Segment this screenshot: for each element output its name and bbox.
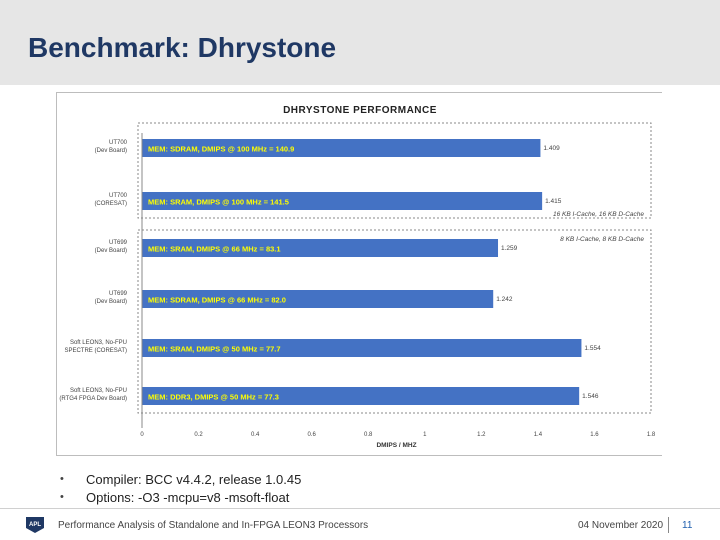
x-tick-label: 1 [423,432,427,438]
cache-note: 8 KB I-Cache, 8 KB D-Cache [560,236,644,243]
bullet-item: • Options: -O3 -mcpu=v8 -msoft-float [60,488,301,506]
cache-note: 16 KB I-Cache, 16 KB D-Cache [553,211,644,218]
bar [142,290,494,308]
group-box-ut700 [137,122,652,219]
value-label: 1.409 [543,145,560,152]
chart-frame: DHRYSTONE PERFORMANCE MEM: SDRAM, DMIPS @… [56,92,662,456]
footer-date: 04 November 2020 [578,520,664,531]
bar-label: MEM: DDR3, DMIPS @ 50 MHz = 77.3 [148,393,279,402]
bar [142,239,499,257]
group-box-others [137,229,652,414]
page-number: 11 [682,520,693,531]
x-axis-label: DMIPS / MHZ [376,442,416,449]
bar-label: MEM: SRAM, DMIPS @ 50 MHz = 77.7 [148,345,281,354]
x-tick-label: 0.6 [307,432,316,438]
x-tick-label: 0.8 [364,432,373,438]
category-label: (Dev Board) [95,248,127,254]
category-label: UT700 [109,193,128,199]
x-tick-label: 1.2 [477,432,486,438]
slide-title: Benchmark: Dhrystone [28,32,337,63]
category-label: (CORESAT) [94,201,127,207]
footer-title: Performance Analysis of Standalone and I… [58,520,369,531]
bar [142,387,580,405]
bar-label: MEM: SDRAM, DMIPS @ 66 MHz = 82.0 [148,296,286,305]
bullet-icon: • [60,473,64,485]
category-label: (Dev Board) [95,299,127,305]
category-label: UT699 [109,291,128,297]
category-label: (Dev Board) [95,148,127,154]
value-label: 1.242 [496,296,513,303]
category-label: UT699 [109,240,128,246]
footer-separator [668,517,669,533]
svg-text:APL: APL [29,522,41,528]
bullet-list: • Compiler: BCC v4.4.2, release 1.0.45 •… [60,470,301,506]
bullet-item: • Compiler: BCC v4.4.2, release 1.0.45 [60,470,301,488]
x-tick-label: 0 [140,432,144,438]
bullet-text: Compiler: BCC v4.4.2, release 1.0.45 [86,471,302,487]
bar-label: MEM: SDRAM, DMIPS @ 100 MHz = 140.9 [148,145,294,154]
bullet-icon: • [60,491,64,503]
x-tick-label: 1.8 [647,432,656,438]
value-label: 1.554 [584,345,601,352]
x-tick-label: 1.4 [534,432,543,438]
dhrystone-chart: DHRYSTONE PERFORMANCE MEM: SDRAM, DMIPS @… [59,105,656,449]
apl-logo-icon: APL [26,517,44,533]
bar-label: MEM: SRAM, DMIPS @ 100 MHz = 141.5 [148,198,289,207]
category-label: Soft LEON3, No-FPU [70,388,127,394]
x-tick-label: 1.6 [590,432,599,438]
title-bar: Benchmark: Dhrystone [0,0,720,85]
bar [142,339,582,357]
x-tick-label: 0.4 [251,432,260,438]
category-label: SPECTRE (CORESAT) [64,348,127,354]
bar-label: MEM: SRAM, DMIPS @ 66 MHz = 83.1 [148,245,281,254]
category-label: Soft LEON3, No-FPU [70,340,127,346]
value-label: 1.415 [545,198,562,205]
chart-title: DHRYSTONE PERFORMANCE [283,105,437,116]
bar [142,139,541,157]
category-label: (RTG4 FPGA Dev Board) [59,396,127,402]
x-tick-label: 0.2 [194,432,203,438]
value-label: 1.546 [582,393,599,400]
footer-divider [0,508,720,509]
category-label: UT700 [109,140,128,146]
bar [142,192,543,210]
value-label: 1.259 [501,245,518,252]
bullet-text: Options: -O3 -mcpu=v8 -msoft-float [86,489,290,505]
